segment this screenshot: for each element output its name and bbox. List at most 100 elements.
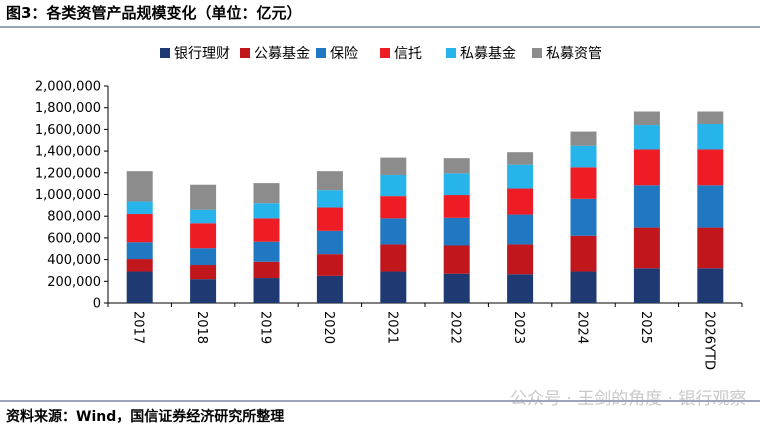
bar-segment-2-2022 <box>443 245 470 274</box>
bar-segment-6-2023 <box>507 152 534 165</box>
legend-label-4: 信托 <box>394 46 422 62</box>
y-tick-label: 1,600,000 <box>35 123 101 138</box>
bar-segment-4-2021 <box>380 196 407 219</box>
legend-label-1: 银行理财 <box>174 46 230 62</box>
bar-segment-6-2022 <box>443 158 470 174</box>
bar-segment-3-2017 <box>126 242 153 260</box>
legend-label-3: 保险 <box>330 46 358 62</box>
x-tick-label: 2018 <box>194 311 209 344</box>
bar-segment-3-2026YTD <box>697 185 724 228</box>
bar-segment-3-2022 <box>443 217 470 246</box>
bar-segment-1-2024 <box>570 271 597 303</box>
bar-segment-2-2026YTD <box>697 227 724 269</box>
y-axis: 0 200,000 400,000 600,000 800,000 1,000,000 1,… <box>35 80 109 312</box>
bar-segment-3-2020 <box>316 230 343 255</box>
x-tick-label: 2021 <box>384 311 399 344</box>
bar-segment-4-2018 <box>190 223 217 249</box>
bar-segment-6-2020 <box>316 171 343 191</box>
bar-segment-4-2019 <box>253 218 280 242</box>
bar-segment-2-2020 <box>316 254 343 276</box>
x-tick-label: 2026YTD <box>701 311 716 370</box>
title-divider <box>0 26 760 28</box>
bar-segment-4-2025 <box>633 149 660 186</box>
bar-segment-1-2026YTD <box>697 268 724 303</box>
bar-segment-5-2022 <box>443 173 470 196</box>
bar-segment-5-2020 <box>316 190 343 208</box>
bar-segment-2-2018 <box>190 265 217 280</box>
bar-segment-2-2021 <box>380 244 407 272</box>
bar-segment-1-2023 <box>507 274 534 303</box>
bar-segment-2-2019 <box>253 261 280 279</box>
chart-legend: 银行理财 公募基金 保险 信托 私募基金 私募资管 <box>160 45 602 62</box>
bar-segment-4-2026YTD <box>697 149 724 186</box>
x-tick-label: 2017 <box>131 311 146 344</box>
bar-segment-2-2024 <box>570 235 597 272</box>
bar-segment-1-2025 <box>633 268 660 303</box>
bar-segment-6-2026YTD <box>697 111 724 124</box>
bar-segment-1-2019 <box>253 278 280 303</box>
bar-segment-6-2017 <box>126 171 153 202</box>
bar-segment-5-2024 <box>570 145 597 168</box>
watermark-text: 公众号 · 王剑的角度 · 银行观察 <box>510 389 747 409</box>
y-tick-label: 1,400,000 <box>35 145 101 160</box>
bar-segment-1-2018 <box>190 279 217 303</box>
bar-segment-4-2023 <box>507 188 534 215</box>
bar-segment-5-2025 <box>633 125 660 150</box>
x-tick-label: 2020 <box>321 311 336 344</box>
y-tick-label: 2,000,000 <box>35 80 101 95</box>
bar-segment-3-2021 <box>380 218 407 245</box>
bar-segment-5-2026YTD <box>697 123 724 150</box>
legend-swatch-5 <box>446 48 456 58</box>
bar-segment-4-2017 <box>126 214 153 243</box>
legend-label-5: 私募基金 <box>460 45 516 62</box>
x-tick-label: 2019 <box>258 311 273 344</box>
bar-segment-1-2020 <box>316 275 343 303</box>
bar-segment-6-2021 <box>380 157 407 175</box>
y-tick-label: 800,000 <box>47 210 101 225</box>
stacked-bar-chart: 银行理财 公募基金 保险 信托 私募基金 私募资管 0 200,000 400,000 600,… <box>35 45 743 370</box>
y-tick-label: 200,000 <box>47 275 101 290</box>
x-axis: 2017 2018 2019 2020 2021 2022 2023 2024 2025 2026… <box>107 302 743 370</box>
bar-segment-5-2017 <box>126 201 153 215</box>
y-tick-label: 1,000,000 <box>35 188 101 203</box>
y-tick-label: 1,200,000 <box>35 166 101 181</box>
x-tick-label: 2025 <box>638 311 653 344</box>
y-tick-label: 600,000 <box>47 231 101 246</box>
legend-swatch-1 <box>160 48 170 58</box>
bar-segment-6-2025 <box>633 111 660 126</box>
bar-segment-5-2018 <box>190 209 217 224</box>
bar-segment-6-2019 <box>253 183 280 204</box>
page-title: 图3：各类资管产品规模变化（单位：亿元） <box>6 4 302 22</box>
y-tick-label: 1,800,000 <box>35 101 101 116</box>
bar-segment-5-2019 <box>253 203 280 219</box>
x-tick-label: 2022 <box>448 311 463 344</box>
bar-segment-6-2024 <box>570 131 597 146</box>
x-tick-label: 2023 <box>511 311 526 344</box>
bar-segment-4-2020 <box>316 207 343 231</box>
bar-segment-2-2023 <box>507 244 534 275</box>
y-tick-label: 400,000 <box>47 253 101 268</box>
bar-segment-2-2017 <box>126 259 153 272</box>
bar-segment-3-2018 <box>190 248 217 266</box>
bar-segment-1-2022 <box>443 273 470 303</box>
bar-segment-3-2024 <box>570 198 597 236</box>
bar-segment-3-2023 <box>507 214 534 245</box>
bar-segment-5-2021 <box>380 174 407 197</box>
legend-label-6: 私募资管 <box>546 46 602 62</box>
chart-bars <box>126 111 724 303</box>
bar-segment-2-2025 <box>633 227 660 269</box>
bar-segment-3-2025 <box>633 185 660 228</box>
footer-divider <box>0 400 760 402</box>
source-note: 资料来源：Wind，国信证券经济研究所整理 <box>6 409 285 425</box>
bar-segment-1-2017 <box>126 271 153 303</box>
legend-swatch-6 <box>532 48 542 58</box>
bar-segment-3-2019 <box>253 241 280 262</box>
bar-segment-4-2022 <box>443 195 470 218</box>
legend-swatch-3 <box>316 48 326 58</box>
x-tick-label: 2024 <box>575 311 590 344</box>
legend-swatch-4 <box>380 48 390 58</box>
bar-segment-5-2023 <box>507 164 534 189</box>
bar-segment-6-2018 <box>190 184 217 210</box>
bar-segment-1-2021 <box>380 271 407 303</box>
y-tick-label: 0 <box>93 297 101 312</box>
